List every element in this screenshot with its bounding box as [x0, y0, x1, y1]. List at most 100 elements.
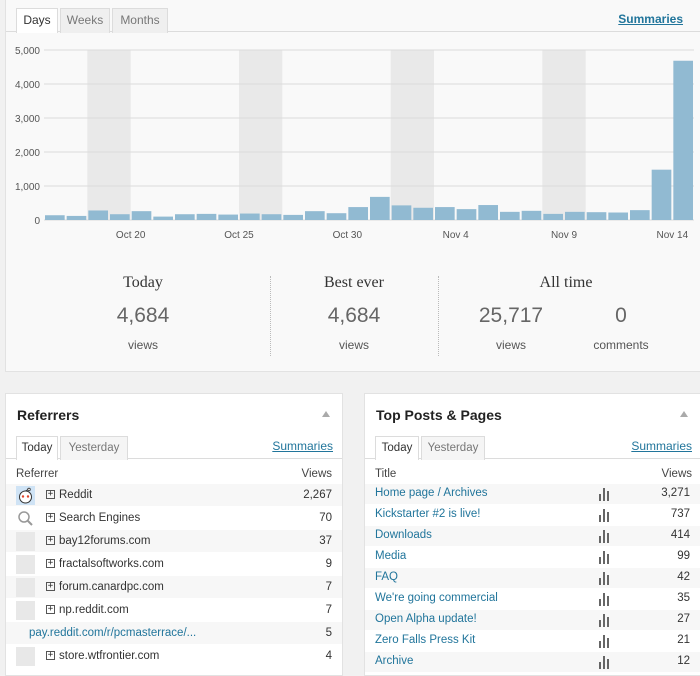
referrer-name: bay12forums.com — [59, 535, 151, 547]
bar-chart-icon[interactable] — [599, 571, 613, 585]
y-tick-label: 4,000 — [15, 80, 40, 91]
col-views: Views — [661, 468, 692, 480]
bar-chart-icon[interactable] — [599, 655, 613, 669]
table-row[interactable]: We're going commercial 35 — [365, 589, 700, 610]
alltime-views: 25,717 views — [456, 292, 566, 352]
referrer-name: forum.canardpc.com — [59, 581, 164, 593]
post-views: 414 — [670, 529, 690, 541]
bar — [500, 211, 520, 220]
post-title-link[interactable]: Archive — [375, 655, 414, 667]
bar — [261, 214, 282, 220]
post-title-link[interactable]: Kickstarter #2 is live! — [375, 508, 481, 520]
table-row[interactable]: + Reddit 2,267 — [6, 484, 342, 507]
post-title-link[interactable]: Media — [375, 550, 407, 562]
table-row[interactable]: + store.wtfrontier.com 4 — [6, 645, 342, 668]
tab-yesterday[interactable]: Yesterday — [421, 436, 485, 460]
weekend-band — [542, 50, 586, 220]
referrers-title: Referrers — [17, 407, 80, 423]
table-row[interactable]: FAQ 42 — [365, 568, 700, 589]
bar-chart-icon[interactable] — [599, 487, 613, 501]
table-row[interactable]: + forum.canardpc.com 7 — [6, 576, 342, 599]
tab-today[interactable]: Today — [375, 436, 419, 460]
referrer-views: 7 — [325, 604, 332, 616]
site-thumbnail-icon — [16, 578, 35, 597]
table-row[interactable]: Kickstarter #2 is live! 737 — [365, 505, 700, 526]
bar-chart-icon[interactable] — [599, 550, 613, 564]
site-thumbnail-icon — [16, 601, 35, 620]
table-row[interactable]: Open Alpha update! 27 — [365, 610, 700, 631]
expand-icon[interactable]: + — [46, 512, 55, 522]
bar — [543, 213, 563, 220]
post-views: 35 — [677, 592, 690, 604]
bar — [45, 215, 65, 220]
tab-weeks[interactable]: Weeks — [60, 8, 110, 33]
views-bar-chart: 5,000 4,000 3,000 2,000 1,000 0 Oct 20 Oct 25 Oc… — [15, 46, 694, 241]
collapse-arrow-icon[interactable] — [322, 411, 330, 417]
bar-chart-icon[interactable] — [599, 592, 613, 606]
tab-yesterday[interactable]: Yesterday — [60, 436, 128, 460]
table-row[interactable]: + bay12forums.com 37 — [6, 530, 342, 553]
table-row[interactable]: Zero Falls Press Kit 21 — [365, 631, 700, 652]
post-title-link[interactable]: Home page / Archives — [375, 487, 488, 499]
x-tick-label: Nov 9 — [551, 230, 578, 241]
post-title-link[interactable]: We're going commercial — [375, 592, 498, 604]
table-row[interactable]: Downloads 414 — [365, 526, 700, 547]
post-title-link[interactable]: FAQ — [375, 571, 399, 583]
bar-chart-icon[interactable] — [599, 613, 613, 627]
post-title-link[interactable]: Zero Falls Press Kit — [375, 634, 476, 646]
col-referrer: Referrer — [16, 468, 59, 480]
expand-icon[interactable]: + — [46, 558, 55, 568]
bar-chart-icon[interactable] — [599, 634, 613, 648]
tab-today[interactable]: Today — [16, 436, 58, 460]
bar — [305, 211, 325, 220]
post-views: 3,271 — [661, 487, 690, 499]
referrer-name[interactable]: pay.reddit.com/r/pcmasterrace/... — [29, 627, 197, 639]
table-row[interactable]: Media 99 — [365, 547, 700, 568]
top-posts-summaries-link[interactable]: Summaries — [631, 439, 692, 453]
x-tick-label: Oct 20 — [116, 230, 146, 241]
table-row[interactable]: Home page / Archives 3,271 — [365, 484, 700, 505]
expand-icon[interactable]: + — [46, 650, 55, 660]
table-row[interactable]: + fractalsoftworks.com 9 — [6, 553, 342, 576]
table-row[interactable]: + np.reddit.com 7 — [6, 599, 342, 622]
referrer-views: 2,267 — [303, 489, 332, 501]
bar — [586, 212, 607, 220]
divider — [270, 276, 271, 356]
referrers-summaries-link[interactable]: Summaries — [272, 439, 333, 453]
table-row[interactable]: Archive 12 — [365, 652, 700, 673]
bar — [673, 60, 693, 220]
bar-chart-icon[interactable] — [599, 508, 613, 522]
post-views: 21 — [677, 634, 690, 646]
bar — [413, 207, 433, 220]
weekend-band — [239, 50, 283, 220]
collapse-arrow-icon[interactable] — [680, 411, 688, 417]
summary-best-title: Best ever — [324, 274, 384, 291]
bar — [153, 216, 173, 220]
bar — [370, 196, 390, 220]
summary-alltime: All time 25,717 views 0 comments — [456, 274, 676, 354]
bar — [565, 211, 585, 220]
bar — [196, 213, 217, 220]
tab-days[interactable]: Days — [16, 8, 58, 33]
summaries-link[interactable]: Summaries — [618, 12, 683, 26]
expand-icon[interactable]: + — [46, 581, 55, 591]
weekend-band — [390, 50, 434, 220]
post-title-link[interactable]: Downloads — [375, 529, 432, 541]
expand-icon[interactable]: + — [46, 535, 55, 545]
bar — [175, 214, 195, 220]
bar — [630, 210, 650, 220]
bar-chart-icon[interactable] — [599, 529, 613, 543]
expand-icon[interactable]: + — [46, 489, 55, 499]
post-title-link[interactable]: Open Alpha update! — [375, 613, 477, 625]
post-views: 99 — [677, 550, 690, 562]
referrers-tabs: Today Yesterday Summaries — [6, 434, 342, 460]
table-row[interactable]: + Search Engines 70 — [6, 507, 342, 530]
tab-months[interactable]: Months — [112, 8, 168, 33]
x-tick-label: Nov 4 — [443, 230, 470, 241]
summary-alltime-values: 25,717 views 0 comments — [456, 292, 676, 352]
top-posts-title: Top Posts & Pages — [376, 407, 502, 423]
referrer-name: np.reddit.com — [59, 604, 129, 616]
table-row[interactable]: pay.reddit.com/r/pcmasterrace/... 5 — [6, 622, 342, 645]
stats-panel: Days Weeks Months Summaries 5,000 4,000 3,… — [5, 0, 700, 372]
expand-icon[interactable]: + — [46, 604, 55, 614]
